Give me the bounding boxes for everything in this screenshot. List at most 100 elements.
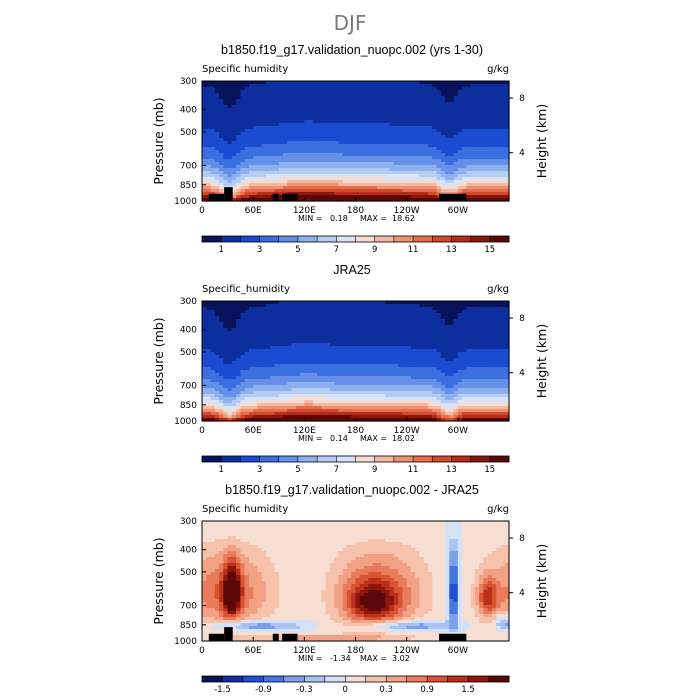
field-cell (427, 358, 433, 362)
field-cell (449, 355, 455, 359)
field-cell (257, 138, 263, 142)
field-cell (236, 310, 241, 314)
field-cell (372, 310, 378, 314)
field-cell (487, 162, 493, 166)
field-cell (402, 304, 408, 308)
field-cell (308, 159, 314, 163)
field-cell (398, 147, 403, 151)
field-cell (483, 195, 489, 199)
field-cell (253, 322, 259, 326)
field-cell (432, 373, 438, 377)
field-cell (466, 370, 472, 374)
field-cell (325, 138, 331, 142)
field-cell (453, 123, 459, 127)
field-cell (432, 322, 438, 326)
field-cell (432, 180, 438, 184)
field-cell (202, 331, 207, 335)
field-cell (466, 144, 472, 148)
field-cell (432, 84, 438, 88)
field-cell (240, 325, 246, 329)
field-cell (236, 346, 241, 350)
field-cell (244, 129, 250, 133)
field-cell (368, 147, 374, 151)
field-cell (244, 367, 250, 371)
field-cell (287, 165, 293, 169)
field-cell (483, 352, 489, 356)
field-cell (223, 114, 229, 118)
field-cell (436, 346, 442, 350)
field-cell (406, 382, 412, 386)
field-cell (500, 123, 506, 127)
field-cell (487, 343, 493, 347)
field-cell (449, 141, 455, 145)
field-cell (491, 337, 497, 341)
field-cell (427, 337, 433, 341)
field-cell (389, 81, 395, 85)
field-cell (227, 349, 233, 353)
field-cell (338, 352, 344, 356)
field-cell (321, 331, 327, 335)
field-cell (368, 189, 374, 193)
field-cell (253, 367, 259, 371)
field-cell (248, 337, 254, 341)
field-cell (470, 316, 476, 320)
field-cell (270, 183, 276, 187)
field-cell (410, 165, 416, 169)
field-cell (496, 93, 502, 97)
field-cell (240, 144, 246, 148)
field-cell (355, 123, 361, 127)
field-cell (470, 319, 476, 323)
field-cell (317, 180, 322, 184)
field-cell (231, 328, 237, 332)
field-cell (261, 198, 267, 202)
field-cell (325, 325, 331, 329)
field-cell (219, 105, 224, 109)
field-cell (410, 90, 416, 94)
field-cell (419, 307, 425, 311)
field-cell (398, 382, 403, 386)
field-cell (300, 316, 305, 320)
field-cell (295, 180, 301, 184)
field-cell (372, 132, 378, 136)
field-cell (496, 316, 502, 320)
field-cell (329, 367, 335, 371)
field-cell (355, 81, 361, 85)
field-cell (300, 370, 305, 374)
field-cell (436, 114, 442, 118)
field-cell (206, 105, 212, 109)
field-cell (206, 147, 212, 151)
field-cell (210, 331, 216, 335)
field-cell (457, 159, 463, 163)
field-cell (210, 87, 216, 91)
field-cell (261, 120, 267, 124)
field-cell (410, 346, 416, 350)
field-cell (432, 171, 438, 175)
field-cell (393, 358, 399, 362)
field-cell (364, 198, 369, 202)
field-cell (436, 328, 442, 332)
field-cell (415, 171, 421, 175)
field-cell (355, 310, 361, 314)
field-cell (338, 153, 344, 157)
field-cell (500, 328, 506, 332)
field-cell (206, 361, 212, 365)
field-cell (325, 126, 331, 130)
field-cell (219, 343, 224, 347)
field-cell (491, 159, 497, 163)
field-cell (500, 198, 506, 202)
field-cell (415, 322, 421, 326)
field-cell (244, 87, 250, 91)
field-cell (342, 114, 348, 118)
field-cell (338, 370, 344, 374)
field-cell (206, 108, 212, 112)
field-cell (462, 135, 467, 139)
field-cell (202, 159, 207, 163)
field-cell (334, 108, 340, 112)
field-cell (462, 364, 467, 368)
field-cell (253, 153, 259, 157)
field-cell (462, 370, 467, 374)
field-cell (402, 382, 408, 386)
field-cell (355, 376, 361, 380)
field-cell (214, 343, 220, 347)
field-cell (504, 343, 510, 347)
